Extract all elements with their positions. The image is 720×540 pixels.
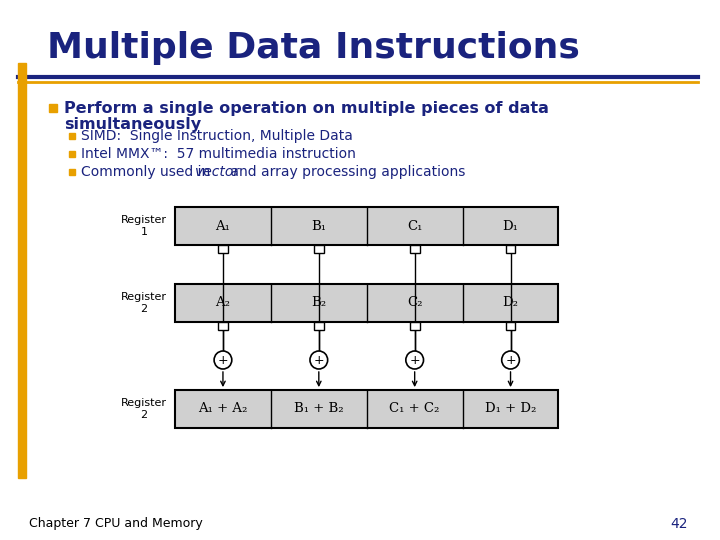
Text: vector: vector — [194, 165, 239, 179]
Text: Perform a single operation on multiple pieces of data: Perform a single operation on multiple p… — [64, 100, 549, 116]
Bar — [410, 245, 420, 253]
Text: C₁: C₁ — [407, 219, 423, 233]
Bar — [69, 151, 75, 157]
Text: C₁ + C₂: C₁ + C₂ — [390, 402, 440, 415]
Text: C₂: C₂ — [407, 296, 423, 309]
Text: D₂: D₂ — [503, 296, 518, 309]
Text: B₁ + B₂: B₁ + B₂ — [294, 402, 343, 415]
Text: B₁: B₁ — [311, 219, 326, 233]
Text: A₂: A₂ — [215, 296, 230, 309]
Bar — [49, 104, 57, 112]
Bar — [505, 245, 516, 253]
Bar — [218, 245, 228, 253]
Text: and array processing applications: and array processing applications — [226, 165, 466, 179]
Text: simultaneously: simultaneously — [64, 118, 201, 132]
Text: Register
2: Register 2 — [121, 398, 167, 420]
Text: D₁: D₁ — [503, 219, 518, 233]
Bar — [410, 322, 420, 330]
Bar — [175, 390, 559, 428]
Circle shape — [406, 351, 423, 369]
Text: +: + — [505, 354, 516, 367]
Bar — [175, 284, 559, 322]
Text: Register
2: Register 2 — [121, 292, 167, 314]
Text: Multiple Data Instructions: Multiple Data Instructions — [48, 31, 580, 65]
Text: D₁ + D₂: D₁ + D₂ — [485, 402, 536, 415]
Bar — [175, 207, 559, 245]
Bar — [505, 322, 516, 330]
Text: +: + — [410, 354, 420, 367]
Text: SIMD:  Single Instruction, Multiple Data: SIMD: Single Instruction, Multiple Data — [81, 129, 353, 143]
Circle shape — [310, 351, 328, 369]
Circle shape — [214, 351, 232, 369]
Text: 42: 42 — [671, 517, 688, 531]
Text: A₁: A₁ — [215, 219, 230, 233]
Bar — [218, 322, 228, 330]
Text: Commonly used in: Commonly used in — [81, 165, 215, 179]
Text: Chapter 7 CPU and Memory: Chapter 7 CPU and Memory — [30, 517, 203, 530]
Text: B₂: B₂ — [311, 296, 326, 309]
Text: Intel MMX™:  57 multimedia instruction: Intel MMX™: 57 multimedia instruction — [81, 147, 356, 161]
Bar — [69, 169, 75, 175]
Bar — [314, 322, 324, 330]
Circle shape — [502, 351, 519, 369]
Bar — [18, 63, 26, 478]
Bar — [69, 133, 75, 139]
Text: Register
1: Register 1 — [121, 215, 167, 237]
Text: +: + — [217, 354, 228, 367]
Text: +: + — [313, 354, 324, 367]
Text: A₁ + A₂: A₁ + A₂ — [198, 402, 248, 415]
Bar — [314, 245, 324, 253]
